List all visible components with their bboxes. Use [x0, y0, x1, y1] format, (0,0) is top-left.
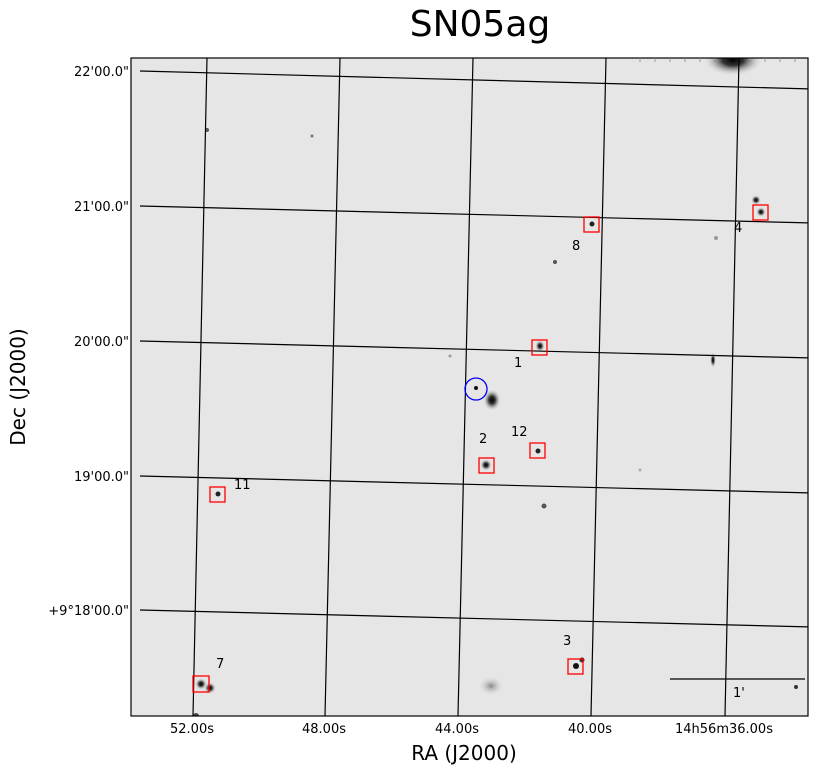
target-circle [464, 377, 488, 401]
ra-tick-label: 52.00s [170, 722, 214, 737]
ra-tick-label: 14h56m36.00s [675, 722, 773, 737]
marker-label-7: 7 [216, 657, 224, 672]
dec-tick-label: 20'00.0" [74, 335, 129, 350]
ra-tick-label: 40.00s [568, 722, 612, 737]
marker-label-2: 2 [479, 432, 487, 447]
sky-sources [139, 58, 808, 716]
dec-tick-label: 21'00.0" [74, 200, 129, 215]
marker-box-12 [529, 442, 546, 459]
marker-label-12: 12 [511, 425, 528, 440]
marker-box-3 [567, 658, 584, 675]
ra-tick-label: 44.00s [435, 722, 479, 737]
marker-box-7 [192, 675, 210, 693]
x-axis-title: RA (J2000) [411, 741, 517, 765]
edge-ticks [639, 58, 796, 62]
dec-tick-label: 19'00.0" [74, 470, 129, 485]
marker-box-8 [583, 216, 600, 233]
y-axis-title: Dec (J2000) [6, 328, 30, 445]
marker-label-3: 3 [563, 634, 571, 649]
marker-box-1 [531, 339, 548, 356]
marker-label-4: 4 [734, 221, 742, 236]
comparison-boxes [192, 204, 769, 693]
plot-frame [130, 57, 809, 717]
marker-box-2 [478, 457, 495, 474]
plot-title: SN05ag [409, 4, 551, 45]
marker-label-11: 11 [234, 478, 251, 493]
sky-image [131, 58, 808, 716]
marker-label-8: 8 [572, 239, 580, 254]
scale-bar-label: 1' [733, 686, 745, 701]
ra-tick-label: 48.00s [302, 722, 346, 737]
marker-label-1: 1 [514, 356, 522, 371]
marker-box-4 [752, 204, 769, 221]
marker-box-11 [209, 486, 226, 503]
dec-tick-label: 22'00.0" [74, 65, 129, 80]
dec-tick-label: +9°18'00.0" [48, 604, 129, 619]
